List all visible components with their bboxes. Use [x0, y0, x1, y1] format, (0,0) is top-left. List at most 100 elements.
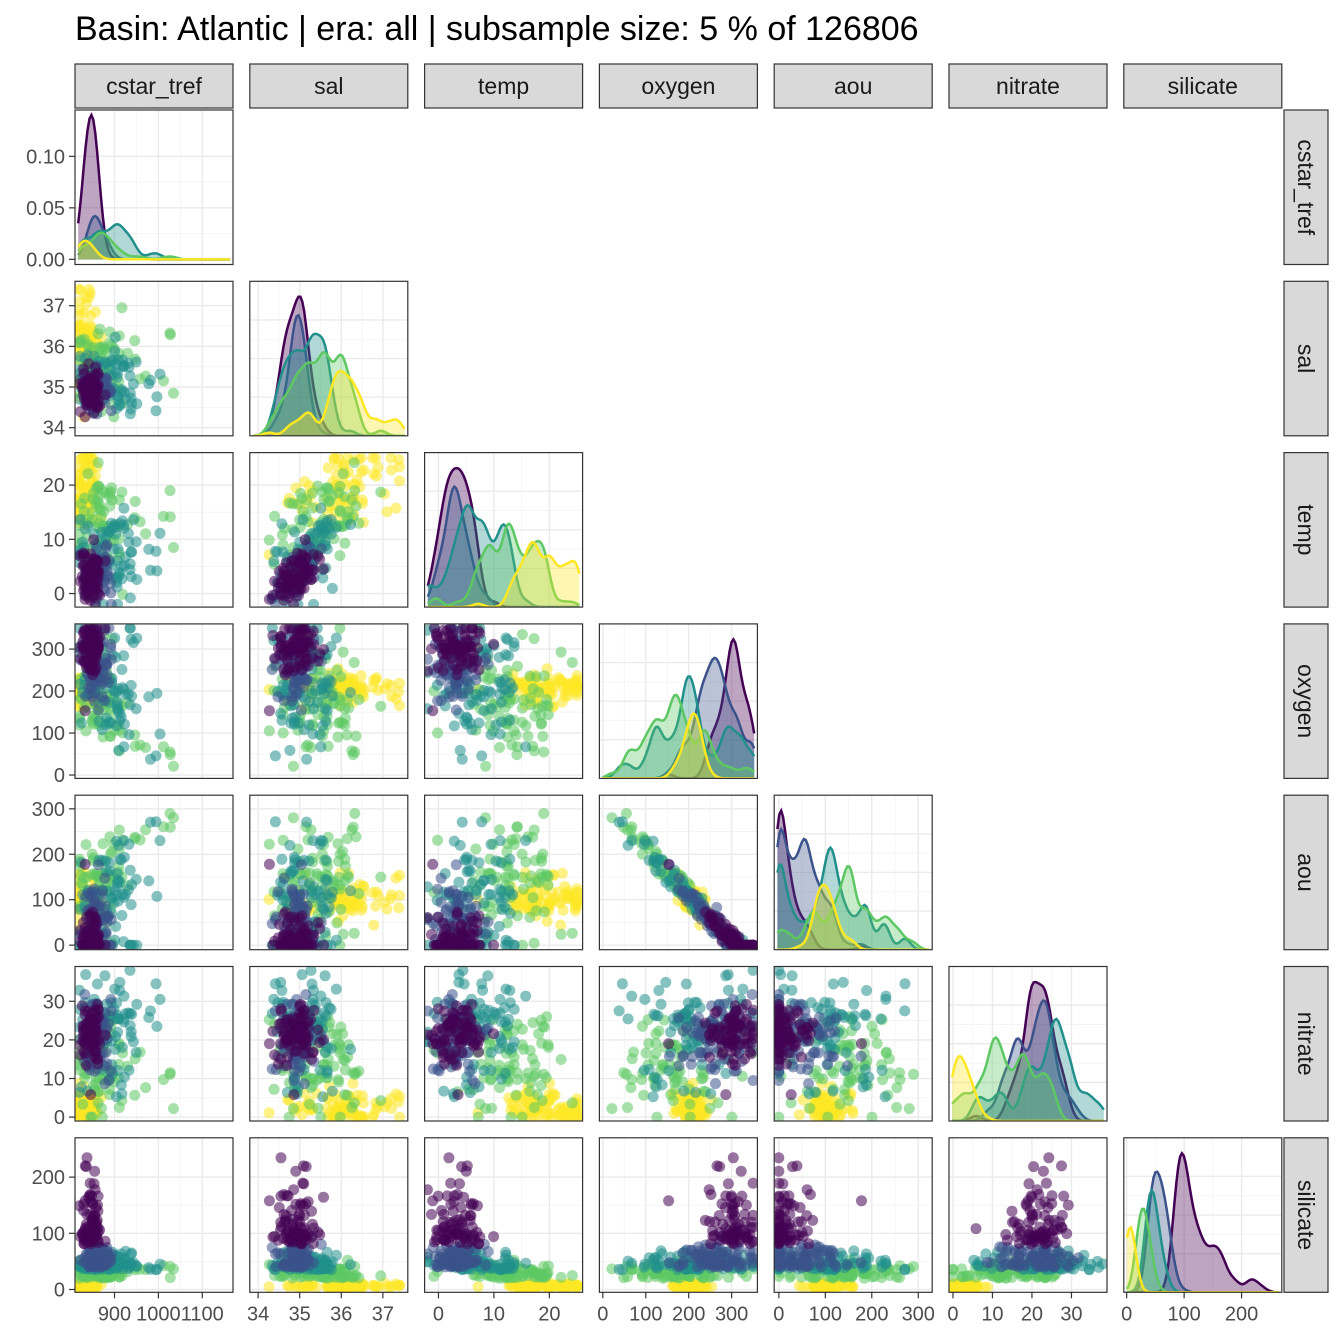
- data-point: [277, 727, 289, 739]
- density-area-group-3: [78, 224, 230, 260]
- data-point: [345, 885, 356, 897]
- data-point: [92, 402, 104, 414]
- data-point: [334, 550, 346, 562]
- data-point: [130, 873, 142, 885]
- panel-border: [74, 280, 234, 437]
- data-point: [504, 853, 516, 865]
- data-point: [316, 891, 328, 903]
- data-point: [345, 687, 356, 698]
- data-point: [339, 853, 351, 865]
- data-point: [555, 646, 567, 658]
- data-point: [140, 742, 152, 753]
- data-point: [346, 1102, 358, 1113]
- data-point: [350, 1067, 362, 1079]
- data-point: [466, 877, 478, 889]
- data-point: [112, 1012, 124, 1024]
- data-point: [79, 922, 91, 933]
- data-point: [350, 730, 362, 742]
- data-point: [100, 719, 112, 731]
- data-point: [677, 890, 689, 902]
- data-point: [476, 750, 488, 762]
- panel-border: [249, 280, 409, 437]
- data-point: [92, 457, 104, 469]
- density-area-group-2: [427, 486, 580, 608]
- data-point: [110, 365, 122, 377]
- data-point: [337, 646, 349, 658]
- data-point: [112, 543, 124, 555]
- data-point: [90, 1045, 102, 1057]
- data-point: [79, 1072, 91, 1084]
- data-point: [124, 564, 136, 576]
- data-point: [562, 890, 574, 902]
- data-point: [269, 978, 281, 990]
- data-point: [347, 1077, 359, 1089]
- data-point: [318, 563, 329, 575]
- data-point: [324, 495, 336, 507]
- data-point: [333, 487, 345, 499]
- data-point: [538, 906, 550, 918]
- data-point: [307, 502, 319, 514]
- data-point: [394, 869, 405, 881]
- panel-sal-vs-temp: [249, 452, 409, 608]
- panel-border: [74, 452, 234, 608]
- data-point: [516, 939, 528, 950]
- data-point: [105, 405, 117, 417]
- data-point: [538, 808, 550, 819]
- data-point: [96, 1111, 108, 1121]
- data-point: [85, 1111, 97, 1121]
- data-point: [454, 744, 466, 756]
- data-point: [151, 565, 163, 577]
- data-point: [124, 623, 136, 634]
- data-point: [458, 929, 470, 940]
- data-point: [432, 834, 444, 846]
- data-point: [86, 1031, 98, 1043]
- data-point: [124, 966, 136, 976]
- panel-aou-vs-aou: [773, 794, 933, 951]
- data-point: [358, 464, 370, 476]
- data-point: [124, 864, 136, 876]
- data-point: [353, 1111, 365, 1121]
- data-point: [569, 898, 581, 910]
- data-point: [511, 821, 523, 833]
- data-point: [263, 534, 275, 546]
- data-point: [99, 555, 111, 567]
- data-point: [569, 682, 581, 694]
- data-point: [385, 452, 397, 464]
- data-point: [451, 669, 463, 681]
- data-point: [85, 1089, 97, 1101]
- density-area-group-5: [777, 884, 929, 950]
- data-point: [331, 917, 343, 929]
- data-point: [118, 502, 130, 514]
- data-point: [164, 821, 176, 833]
- data-point: [488, 638, 500, 650]
- data-point: [315, 502, 327, 514]
- data-point: [112, 394, 124, 406]
- data-point: [527, 683, 539, 695]
- data-point: [109, 885, 121, 897]
- data-point: [282, 582, 293, 594]
- data-point: [287, 760, 299, 772]
- data-point: [124, 699, 136, 711]
- data-point: [118, 522, 130, 534]
- data-point: [341, 833, 353, 845]
- data-point: [75, 870, 87, 881]
- data-point: [124, 592, 136, 604]
- data-point: [540, 699, 552, 711]
- data-point: [85, 310, 96, 322]
- data-point: [326, 1085, 338, 1097]
- data-point: [727, 932, 738, 944]
- data-point: [381, 903, 393, 915]
- data-point: [263, 858, 275, 870]
- data-point: [140, 528, 152, 540]
- density-line-group-3: [776, 845, 929, 950]
- data-point: [304, 877, 316, 889]
- data-point: [317, 720, 329, 732]
- data-point: [105, 994, 117, 1005]
- data-point: [339, 537, 351, 549]
- data-point: [556, 867, 568, 879]
- data-point: [80, 454, 92, 466]
- data-point: [154, 993, 166, 1005]
- data-point: [272, 582, 284, 594]
- data-point: [381, 678, 393, 690]
- density-line-group-4: [602, 693, 755, 779]
